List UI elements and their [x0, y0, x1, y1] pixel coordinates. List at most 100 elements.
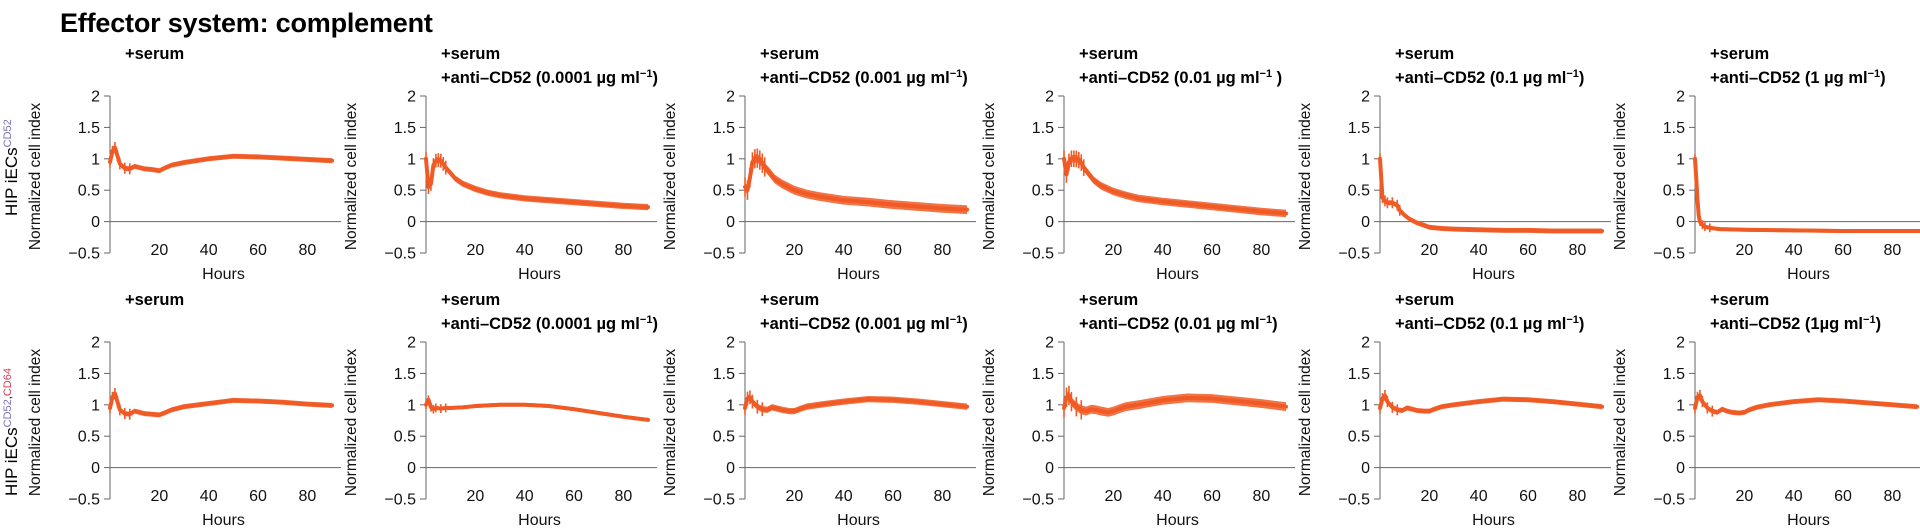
x-tick-label: 40 [200, 242, 218, 259]
y-tick-label: 1 [1676, 151, 1685, 168]
panel-title-line2-text: +anti–CD52 (1µg ml [1710, 315, 1864, 333]
series-line [1378, 156, 1605, 234]
y-axis-label: Normalized cell index [1612, 103, 1629, 251]
y-tick-label: 0 [1045, 460, 1054, 477]
row-label-text: HIP iECs [2, 427, 21, 496]
x-tick-label: 20 [150, 488, 168, 505]
x-tick-label: 20 [150, 242, 168, 259]
y-tick-label: 1.5 [394, 120, 416, 137]
panel-title: +serum +anti–CD52 (0.0001 µg ml−1) [441, 44, 658, 88]
row-label-cd52-cd64: HIP iECsCD52,CD64 [2, 368, 21, 496]
plot-area: 2 1.5 1 0.5 0 −0.5 20 40 60 80 Hours Normalized cel… [343, 335, 657, 529]
panel-title-line2: +anti–CD52 (0.001 µg ml−1) [760, 64, 968, 88]
x-tick-label: 60 [249, 488, 267, 505]
y-axis-label: Normalized cell index [981, 103, 998, 251]
y-tick-label: 0 [407, 214, 416, 231]
chart-panel: +serum +anti–CD52 (0.001 µg ml−1) 2 1.5 1 0.5… [662, 290, 982, 530]
y-tick-label: 0.5 [394, 429, 416, 446]
chart-panel: +serum +anti–CD52 (0.1 µg ml−1) 2 1.5 1 0.5 0−… [1297, 290, 1617, 530]
panel-title: +serum +anti–CD52 (0.0001 µg ml−1) [441, 290, 658, 334]
superscript-minus-one: −1 [1566, 68, 1579, 80]
x-tick-label: 60 [1519, 242, 1537, 259]
y-axis-label: Normalized cell index [343, 349, 360, 497]
x-tick-label: 80 [1883, 488, 1901, 505]
row-label-superscript-1: CD52 [2, 399, 14, 428]
y-axis-label: Normalized cell index [981, 349, 998, 497]
series-line [108, 391, 335, 417]
panel-title-line2: +anti–CD52 (0.1 µg ml−1) [1395, 64, 1584, 88]
panel-title-line1: +serum [1079, 45, 1139, 63]
panel-title-line2-suffix: ) [1578, 315, 1585, 333]
y-tick-label: −0.5 [384, 492, 416, 509]
x-tick-label: 40 [835, 242, 853, 259]
superscript-minus-one: −1 [1259, 68, 1273, 80]
y-tick-label: −0.5 [703, 246, 735, 263]
x-tick-label: 20 [1104, 488, 1122, 505]
y-tick-label: 2 [1676, 89, 1685, 106]
y-tick-label: 1.5 [1348, 366, 1370, 383]
panel-title-line2-text: +anti–CD52 (0.001 µg ml [760, 69, 950, 87]
y-tick-label: 2 [726, 335, 735, 352]
y-tick-label: 0 [91, 214, 100, 231]
series-line [1062, 156, 1289, 216]
y-tick-label: 0.5 [1032, 183, 1054, 200]
x-tick-label: 80 [1883, 242, 1901, 259]
x-axis-label: Hours [837, 266, 880, 283]
y-axis-label: Normalized cell index [1297, 103, 1314, 251]
y-tick-label: 1.5 [1663, 120, 1685, 137]
plot-area: 2 1.5 1 0.5 0 −0.5 20 40 60 80 Hours Normalized cel… [343, 89, 657, 283]
y-axis-label: Normalized cell index [343, 103, 360, 251]
panel-title-line2-text: +anti–CD52 (0.1 µg ml [1395, 315, 1567, 333]
x-tick-label: 60 [1834, 488, 1852, 505]
error-band [1064, 155, 1287, 218]
error-band [426, 397, 649, 422]
y-tick-label: 1 [407, 151, 416, 168]
y-tick-label: 0 [407, 460, 416, 477]
x-tick-label: 20 [466, 488, 484, 505]
x-axis-label: Hours [1472, 266, 1515, 283]
x-axis-label: Hours [1787, 266, 1830, 283]
panel-title: +serum +anti–CD52 (0.01 µg ml−1 ) [1079, 44, 1282, 88]
y-tick-label: −0.5 [68, 246, 100, 263]
y-tick-label: −0.5 [1653, 492, 1685, 509]
x-axis-label: Hours [1472, 512, 1515, 529]
x-tick-label: 40 [1154, 488, 1172, 505]
y-tick-label: 0.5 [713, 183, 735, 200]
panel-title-line2: +anti–CD52 (1 µg ml−1) [1710, 64, 1886, 88]
x-tick-label: 40 [1154, 242, 1172, 259]
x-tick-label: 80 [1252, 488, 1270, 505]
panel-title-line2: +anti–CD52 (0.01 µg ml−1 ) [1079, 64, 1282, 88]
row-label-superscript: CD52 [2, 119, 14, 148]
y-tick-label: 1 [407, 397, 416, 414]
chart-panel: +serum +anti–CD52 (1µg ml−1) 2 1.5 1 0.5 0 −0.5… [1612, 290, 1920, 530]
superscript-minus-one: −1 [1867, 68, 1881, 80]
panel-title-line1: +serum [1710, 45, 1770, 63]
plot-area: 2 1.5 1 0.5 0 −0.5 20 40 60 80 Hours Normalized cel… [1612, 89, 1920, 283]
y-tick-label: 1.5 [713, 120, 735, 137]
chart-panel: +serum +anti–CD52 (0.0001 µg ml−1) 2 1.5 1 0.… [343, 44, 663, 284]
y-tick-label: −0.5 [1653, 246, 1685, 263]
panel-title-line1: +serum [1395, 45, 1455, 63]
series-line [1062, 393, 1289, 415]
y-tick-label: 1 [91, 397, 100, 414]
x-tick-label: 40 [1470, 242, 1488, 259]
plot-area: 2 1.5 1 0.5 0 −0.5 20 40 60 80 Hours Normalized cel… [981, 89, 1295, 283]
x-tick-label: 60 [1203, 488, 1221, 505]
panel-title-line1: +serum [760, 291, 820, 309]
y-tick-label: 2 [91, 89, 100, 106]
x-tick-label: 80 [614, 488, 632, 505]
x-axis-label: Hours [837, 512, 880, 529]
y-tick-label: 1.5 [78, 366, 100, 383]
y-tick-label: 1.5 [1032, 120, 1054, 137]
panel-title-line2-text: +anti–CD52 (0.1 µg ml [1395, 69, 1567, 87]
y-tick-label: −0.5 [68, 492, 100, 509]
x-axis-label: Hours [518, 512, 561, 529]
superscript-minus-one: −1 [1259, 314, 1273, 326]
y-tick-label: 1 [726, 151, 735, 168]
panel-title-line2-suffix: ) [1875, 315, 1882, 333]
y-tick-label: 1 [1361, 397, 1370, 414]
y-axis-label: Normalized cell index [662, 103, 679, 251]
x-tick-label: 60 [1834, 242, 1852, 259]
x-tick-label: 20 [1420, 488, 1438, 505]
series-line [743, 156, 970, 212]
